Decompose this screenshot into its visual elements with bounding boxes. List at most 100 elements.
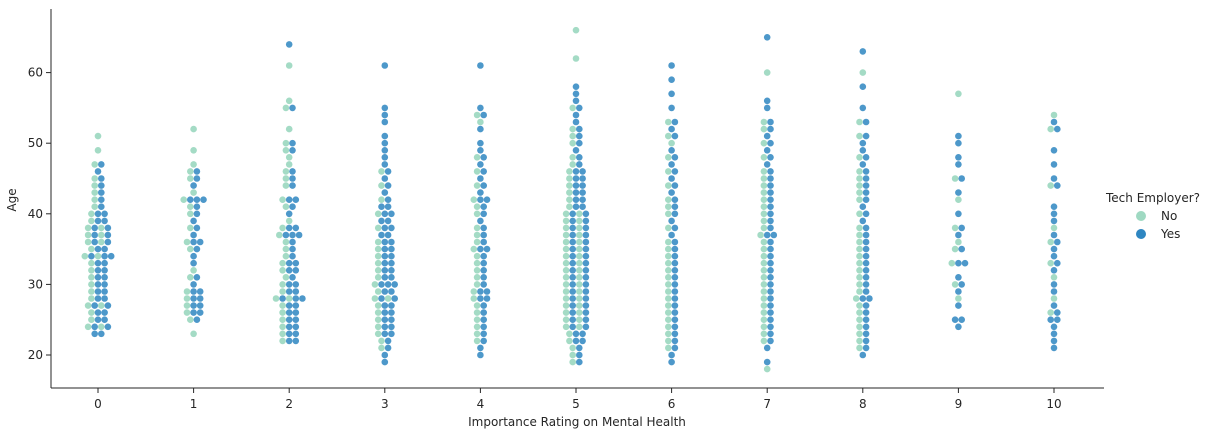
data-point-no [569,344,576,352]
data-point-yes [104,238,112,246]
data-point-no [470,196,478,203]
data-point-no [562,274,570,281]
data-point-no [473,224,481,232]
data-point-yes [955,323,962,331]
data-point-yes [381,111,389,119]
data-point-no [856,154,863,161]
data-point-no [374,245,382,253]
data-point-yes [285,288,293,295]
data-point-yes [955,288,962,295]
data-point-yes [955,274,962,281]
data-point-yes [767,196,774,203]
data-point-yes [480,259,488,267]
data-point-no [282,245,290,253]
data-point-yes [381,238,389,246]
data-point-no [760,182,768,189]
data-point-no [88,245,95,253]
data-point-yes [477,139,484,147]
data-point-no [285,161,293,168]
data-point-no [955,238,962,246]
data-point-yes [477,295,484,302]
data-point-yes [480,203,488,210]
data-point-no [187,203,194,210]
data-point-yes [480,238,488,246]
x-tick-label: 7 [763,397,771,411]
data-point-yes [289,175,296,182]
data-point-no [562,245,570,253]
data-point-yes [671,210,679,218]
data-point-yes [289,245,296,253]
data-point-no [282,168,290,175]
data-point-yes [862,238,870,246]
data-point-yes [388,288,395,295]
data-point-no [665,316,672,324]
data-point-yes [384,182,392,189]
x-tick-label: 8 [859,397,867,411]
x-tick-label: 1 [190,397,198,411]
data-point-yes [285,316,293,324]
data-point-yes [285,224,293,232]
data-point-yes [378,281,385,288]
data-point-yes [579,182,586,189]
data-point-no [279,302,286,309]
y-tick-label: 60 [28,66,43,80]
data-point-no [665,168,672,175]
data-point-yes [388,316,395,324]
data-point-yes [104,323,112,331]
data-point-yes [671,168,679,175]
data-point-yes [1054,259,1061,267]
data-point-yes [582,295,590,302]
data-point-no [84,302,92,309]
data-point-yes [582,259,590,267]
data-point-no [760,210,768,218]
data-point-yes [767,210,774,218]
data-point-yes [477,189,484,196]
data-point-yes [767,259,774,267]
data-point-yes [193,203,201,210]
data-point-no [378,196,385,203]
data-point-no [760,189,768,196]
data-point-no [279,330,286,338]
data-point-no [279,224,286,232]
data-point-no [576,281,583,288]
data-point-yes [582,267,590,274]
data-point-yes [381,351,389,359]
data-point-no [856,274,863,281]
data-point-yes [190,309,197,316]
data-point-no [88,267,95,274]
data-point-yes [94,309,102,316]
data-point-yes [1050,147,1058,154]
data-point-yes [190,302,197,309]
data-point-yes [101,274,108,281]
data-point-yes [483,295,491,302]
data-point-yes [378,295,385,302]
data-point-no [1047,259,1054,267]
data-point-yes [384,203,392,210]
data-point-yes [285,323,293,331]
data-point-yes [859,139,867,147]
data-point-yes [480,210,488,218]
data-point-yes [569,288,576,295]
data-point-yes [480,316,488,324]
data-point-no [760,217,768,225]
data-point-yes [477,104,484,112]
data-point-yes [859,217,867,225]
data-point-yes [381,309,389,316]
data-point-no [760,259,768,267]
data-point-yes [582,252,590,260]
data-point-yes [862,267,870,274]
data-point-yes [763,161,771,168]
data-point-no [282,238,290,246]
data-point-no [760,203,768,210]
data-point-no [576,210,583,218]
data-point-yes [767,217,774,225]
data-point-yes [958,175,965,182]
data-point-no [665,182,672,189]
data-point-no [1050,295,1058,302]
data-point-no [665,252,672,260]
data-point-yes [101,288,108,295]
data-point-no [760,281,768,288]
data-point-no [190,267,197,274]
data-point-no [473,168,481,175]
data-point-no [569,104,576,112]
